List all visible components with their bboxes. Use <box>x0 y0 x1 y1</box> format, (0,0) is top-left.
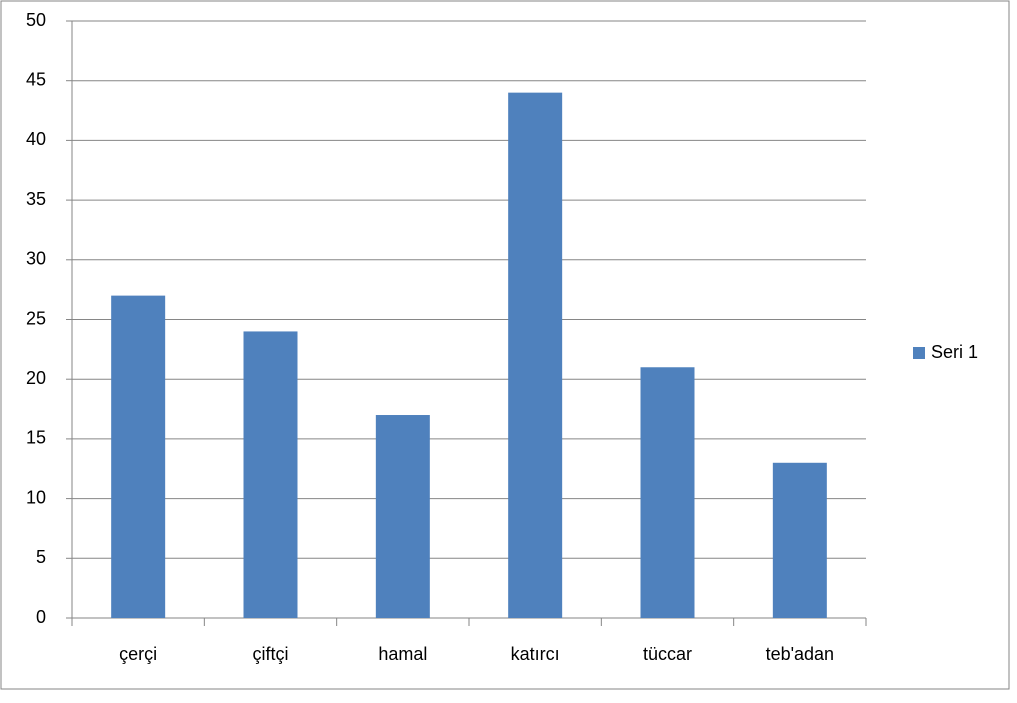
bar <box>508 92 563 618</box>
x-tick-label: çiftçi <box>253 644 289 664</box>
y-tick-label: 15 <box>26 428 46 448</box>
x-tick-label: çerçi <box>119 644 157 664</box>
y-tick-label: 45 <box>26 69 46 89</box>
x-tick-label: katırcı <box>511 644 560 664</box>
y-tick-label: 0 <box>36 607 46 627</box>
y-tick-label: 10 <box>26 487 46 507</box>
y-tick-label: 5 <box>36 547 46 567</box>
legend-label: Seri 1 <box>931 342 978 362</box>
y-tick-label: 35 <box>26 189 46 209</box>
bar <box>375 415 430 618</box>
y-tick-label: 50 <box>26 10 46 30</box>
y-tick-label: 25 <box>26 308 46 328</box>
y-tick-label: 20 <box>26 368 46 388</box>
bar <box>772 462 827 618</box>
y-tick-label: 40 <box>26 129 46 149</box>
chart-border <box>0 0 1010 690</box>
legend-swatch <box>913 347 925 359</box>
bar <box>111 295 166 618</box>
bar <box>640 367 695 618</box>
x-tick-label: teb'adan <box>766 644 835 664</box>
x-tick-label: tüccar <box>643 644 692 664</box>
bar <box>243 331 298 618</box>
y-tick-label: 30 <box>26 249 46 269</box>
x-tick-label: hamal <box>378 644 427 664</box>
